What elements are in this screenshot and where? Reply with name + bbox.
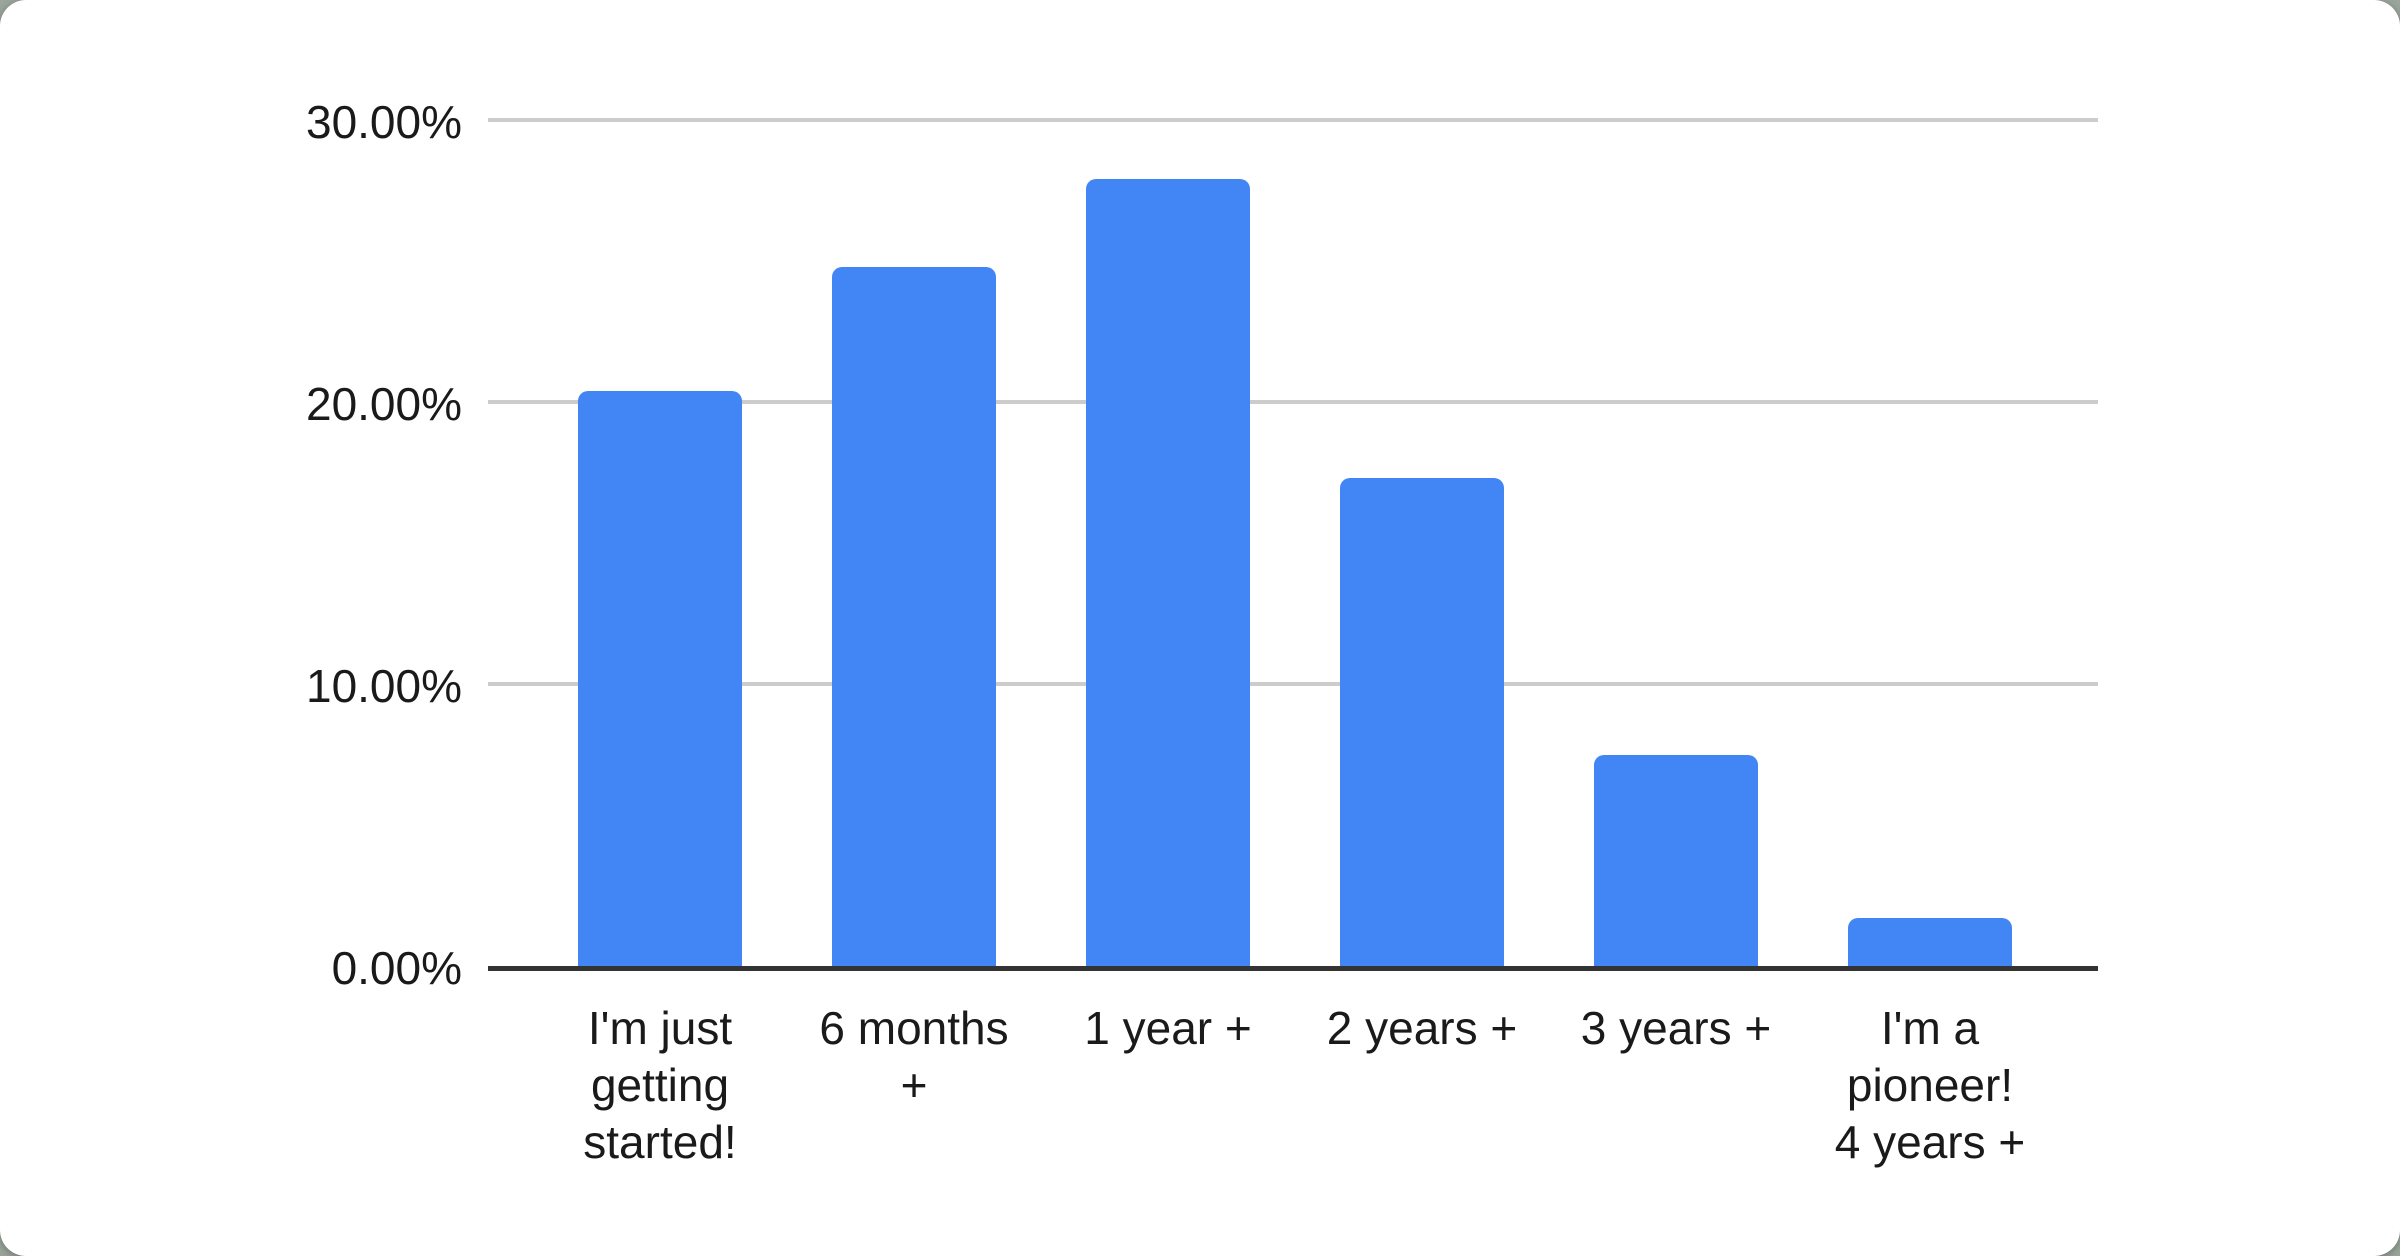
x-axis-category-label: I'm just getting started!: [583, 1002, 737, 1168]
y-axis-tick-label: 30.00%: [305, 96, 462, 148]
bar: [1848, 918, 2012, 966]
gridline: [488, 682, 2098, 686]
gridline: [488, 118, 2098, 122]
bar: [1086, 179, 1250, 966]
bar: [1340, 478, 1504, 966]
x-axis-category-label: 6 months +: [819, 1002, 1009, 1111]
y-axis-tick-label: 20.00%: [305, 378, 462, 430]
x-axis-category-label: 3 years +: [1580, 1002, 1772, 1054]
x-axis-category-label: I'm a pioneer! 4 years +: [1834, 1002, 2026, 1168]
bar: [1594, 754, 1758, 966]
bar: [832, 266, 996, 966]
bar: [578, 390, 742, 966]
gridline: [488, 400, 2098, 404]
y-axis-tick-label: 0.00%: [331, 942, 462, 994]
x-axis-category-label: 1 year +: [1084, 1002, 1252, 1054]
x-axis-line: [488, 966, 2098, 971]
x-axis-category-label: 2 years +: [1326, 1002, 1518, 1054]
y-axis-tick-label: 10.00%: [305, 660, 462, 712]
